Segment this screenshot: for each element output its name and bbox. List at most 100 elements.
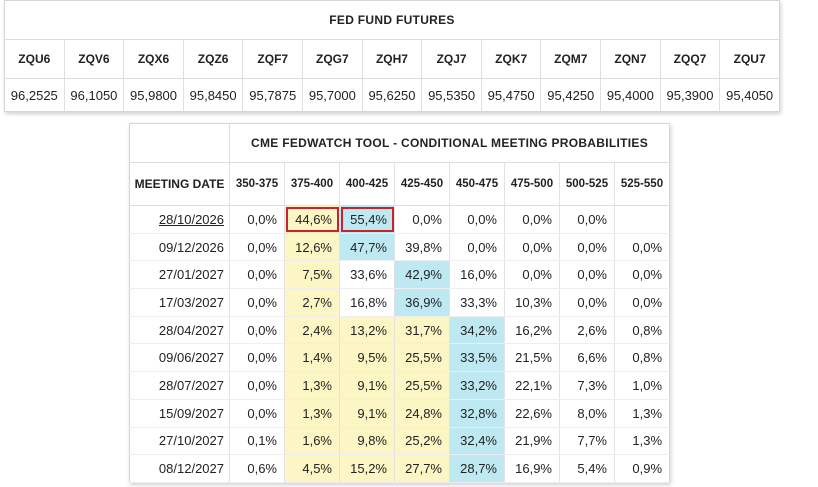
probability-cell: 9,5% — [339, 343, 395, 373]
probability-cell: 0,0% — [559, 233, 615, 262]
fedwatch-title-row: CME FEDWATCH TOOL - CONDITIONAL MEETING … — [129, 123, 670, 163]
meeting-row: 28/10/2026 0,0% 44,6% 55,4% 0,0% 0,0% 0,0% 0,0% — [129, 205, 670, 234]
probability-cell: 0,0% — [229, 343, 285, 373]
probability-cell: 22,1% — [504, 371, 560, 400]
fedwatch-body: 28/10/2026 0,0% 44,6% 55,4% 0,0% 0,0% 0,0% 0,0%… — [129, 205, 670, 483]
probability-cell: 6,6% — [559, 343, 615, 373]
probability-cell — [614, 205, 670, 234]
probability-cell: 9,1% — [339, 399, 395, 428]
probability-cell: 0,0% — [449, 233, 505, 262]
probability-cell: 0,0% — [559, 205, 615, 234]
futures-contract-code: ZQM7 — [540, 39, 602, 79]
futures-contract-code: ZQJ7 — [421, 39, 482, 79]
probability-cell: 25,5% — [394, 371, 450, 400]
futures-price: 95,4000 — [600, 78, 661, 112]
probability-cell: 1,3% — [284, 399, 340, 428]
fedwatch-header-row: MEETING DATE 350-375 375-400 400-425 425-45… — [129, 162, 670, 206]
probability-cell: 36,9% — [394, 288, 450, 317]
probability-cell: 0,0% — [449, 205, 505, 234]
probability-cell: 32,4% — [449, 427, 505, 456]
futures-contract-code: ZQU7 — [719, 39, 780, 79]
futures-price-row: 96,2525 96,1050 95,9800 95,8450 95,7875 95,70… — [4, 78, 780, 112]
meeting-row: 28/04/2027 0,0% 2,4% 13,2% 31,7% 34,2% 16,2% 2,… — [129, 316, 670, 345]
futures-price: 95,4750 — [481, 78, 542, 112]
futures-contract-code: ZQZ6 — [183, 39, 244, 79]
probability-cell: 13,2% — [339, 316, 395, 345]
probability-cell: 0,0% — [229, 205, 285, 234]
probability-cell: 2,7% — [284, 288, 340, 317]
probability-cell: 24,8% — [394, 399, 450, 428]
probability-cell: 0,0% — [229, 371, 285, 400]
meeting-row: 27/10/2027 0,1% 1,6% 9,8% 25,2% 32,4% 21,9% 7,7… — [129, 427, 670, 456]
fedwatch-title: CME FEDWATCH TOOL - CONDITIONAL MEETING … — [229, 123, 670, 163]
futures-price: 95,7875 — [242, 78, 304, 112]
probability-cell: 0,0% — [504, 205, 560, 234]
futures-title: FED FUND FUTURES — [4, 0, 780, 40]
probability-cell: 33,6% — [339, 260, 395, 290]
meeting-row: 09/06/2027 0,0% 1,4% 9,5% 25,5% 33,5% 21,5% 6,6… — [129, 343, 670, 373]
probability-cell: 0,0% — [229, 316, 285, 345]
meeting-row: 09/12/2026 0,0% 12,6% 47,7% 39,8% 0,0% 0,0% 0,0… — [129, 233, 670, 262]
futures-price: 95,9800 — [123, 78, 184, 112]
probability-cell: 22,6% — [504, 399, 560, 428]
meeting-row: 27/01/2027 0,0% 7,5% 33,6% 42,9% 16,0% 0,0% 0,0… — [129, 260, 670, 290]
futures-code-row: ZQU6 ZQV6 ZQX6 ZQZ6 ZQF7 ZQG7 ZQH7 ZQJ7 ZQK7 ZQM7… — [4, 39, 780, 79]
probability-cell: 0,0% — [229, 233, 285, 262]
futures-price: 95,5350 — [421, 78, 482, 112]
probability-cell: 16,9% — [504, 454, 560, 483]
futures-price: 95,6250 — [362, 78, 423, 112]
probability-cell: 31,7% — [394, 316, 450, 345]
probability-cell: 42,9% — [394, 260, 450, 290]
meeting-date: 27/01/2027 — [129, 260, 230, 290]
probability-cell: 0,0% — [614, 288, 670, 317]
probability-cell: 33,5% — [449, 343, 505, 373]
probability-cell: 9,8% — [339, 427, 395, 456]
futures-price: 96,1050 — [64, 78, 125, 112]
meeting-date: 09/06/2027 — [129, 343, 230, 373]
futures-contract-code: ZQF7 — [242, 39, 304, 79]
probability-cell: 25,2% — [394, 427, 450, 456]
rate-range-header: 350-375 — [229, 162, 285, 206]
probability-cell: 0,0% — [614, 233, 670, 262]
probability-cell: 34,2% — [449, 316, 505, 345]
rate-range-header: 375-400 — [284, 162, 340, 206]
rate-range-header: 475-500 — [504, 162, 560, 206]
futures-price: 95,3900 — [660, 78, 721, 112]
meeting-date: 28/07/2027 — [129, 371, 230, 400]
probability-cell: 32,8% — [449, 399, 505, 428]
meeting-date: 27/10/2027 — [129, 427, 230, 456]
probability-cell: 0,1% — [229, 427, 285, 456]
futures-contract-code: ZQK7 — [481, 39, 542, 79]
probability-cell: 7,3% — [559, 371, 615, 400]
probability-cell: 8,0% — [559, 399, 615, 428]
probability-cell: 7,5% — [284, 260, 340, 290]
probability-cell: 4,5% — [284, 454, 340, 483]
probability-cell: 47,7% — [339, 233, 395, 262]
probability-cell: 2,6% — [559, 316, 615, 345]
probability-cell: 0,6% — [229, 454, 285, 483]
futures-contract-code: ZQN7 — [600, 39, 661, 79]
meeting-date: 08/12/2027 — [129, 454, 230, 483]
probability-cell: 25,5% — [394, 343, 450, 373]
probability-cell: 33,2% — [449, 371, 505, 400]
probability-cell: 1,3% — [284, 371, 340, 400]
meeting-date: 17/03/2027 — [129, 288, 230, 317]
probability-cell: 21,9% — [504, 427, 560, 456]
rate-range-header: 450-475 — [449, 162, 505, 206]
probability-cell: 1,3% — [614, 427, 670, 456]
meeting-date-link[interactable]: 28/10/2026 — [129, 205, 230, 234]
futures-price: 95,4250 — [540, 78, 602, 112]
futures-price: 95,4050 — [726, 87, 774, 103]
rate-range-header: 400-425 — [339, 162, 395, 206]
meeting-row: 08/12/2027 0,6% 4,5% 15,2% 27,7% 28,7% 16,9% 5,… — [129, 454, 670, 483]
corner-cell — [129, 123, 230, 163]
futures-price: 96,2525 — [4, 78, 65, 112]
futures-price: 95,7000 — [302, 78, 363, 112]
probability-cell: 0,0% — [229, 288, 285, 317]
meeting-date: 15/09/2027 — [129, 399, 230, 428]
futures-contract-code: ZQQ7 — [660, 39, 721, 79]
meeting-date: 28/04/2027 — [129, 316, 230, 345]
probability-cell: 1,6% — [284, 427, 340, 456]
fedwatch-probabilities-table: CME FEDWATCH TOOL - CONDITIONAL MEETING … — [129, 123, 671, 483]
probability-cell: 55,4% — [339, 205, 395, 234]
